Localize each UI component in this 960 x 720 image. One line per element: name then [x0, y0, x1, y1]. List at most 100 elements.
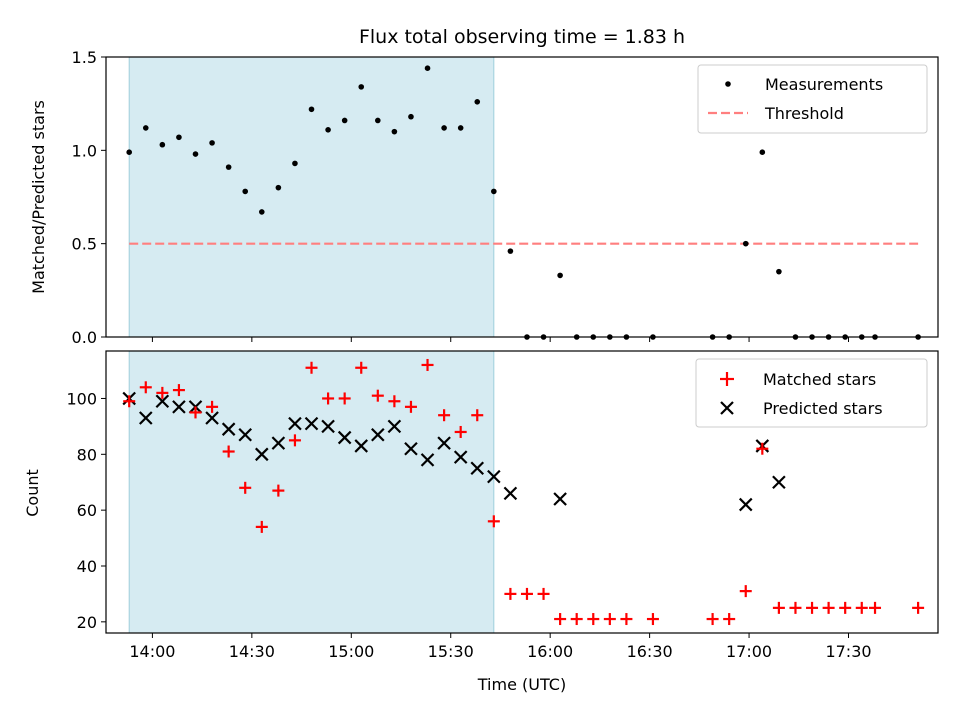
matched-star-point: [288, 434, 301, 447]
bottom-y-axis-label: Count: [23, 469, 42, 517]
measurement-point: [242, 188, 249, 195]
matched-star-point: [355, 361, 368, 374]
matched-star-point: [255, 520, 268, 533]
bottom-legend: Matched stars Predicted stars: [695, 358, 928, 428]
matched-star-point: [822, 601, 835, 614]
bottom-y-ticks: 20 40 60 80 100: [66, 389, 106, 632]
measurement-point: [776, 268, 782, 275]
bottom-axes-frame: [105, 350, 939, 634]
top-x-ticks: [151, 337, 850, 342]
matched-star-point: [789, 601, 802, 614]
matched-star-point: [570, 613, 583, 626]
bottom-y-tick-label: 80: [77, 445, 97, 464]
predicted-star-point: [470, 461, 485, 476]
top-y-tick-label: 1.5: [72, 48, 97, 67]
top-y-tick-label: 0.5: [72, 235, 97, 254]
measurement-point: [358, 84, 365, 90]
predicted-star-point: [271, 436, 286, 450]
matched-star-point: [855, 601, 868, 614]
matched-star-point: [438, 409, 451, 422]
measurement-point: [375, 117, 381, 124]
matched-star-point: [172, 384, 185, 397]
predicted-star-point: [138, 411, 153, 425]
matched-star-point: [806, 601, 819, 614]
predicted-star-stroke: [304, 416, 319, 431]
matched-star-point: [156, 386, 169, 399]
measurement-point: [408, 113, 414, 120]
legend-predicted-label: Predicted stars: [763, 399, 883, 418]
bottom-y-tick-label: 60: [77, 501, 97, 520]
matched-star-point: [772, 601, 785, 614]
measurement-points: [126, 65, 921, 340]
measurement-point: [457, 125, 464, 131]
matched-star-point: [222, 445, 235, 458]
predicted-star-point: [738, 497, 753, 512]
measurement-point: [176, 134, 182, 141]
top-y-ticks: 0.0 0.5 1.0 1.5: [72, 48, 106, 347]
bottom-x-ticks: 14:00 14:30 15:00 15:30 16:00 16:30 17:00 17:30: [129, 633, 872, 661]
matched-star-point: [839, 601, 852, 614]
predicted-star-stroke: [221, 422, 236, 436]
chart-title: Flux total observing time = 1.83 h: [359, 26, 685, 48]
measurement-point: [507, 248, 514, 254]
predicted-star-point: [404, 441, 418, 456]
matched-star-point: [537, 587, 550, 600]
top-shaded-interval: [128, 56, 495, 338]
legend-measurements-label: Measurements: [765, 75, 883, 94]
predicted-star-stroke: [205, 411, 219, 425]
bottom-y-tick-label: 20: [77, 613, 97, 632]
bottom-y-tick-label: 40: [77, 557, 97, 576]
bottom-legend-box: [695, 358, 928, 428]
matched-star-point: [723, 613, 736, 626]
matched-star-point: [206, 400, 219, 413]
predicted-star-stroke: [255, 447, 269, 462]
legend-measurements-marker: [725, 81, 731, 87]
x-tick-label: 17:00: [726, 642, 772, 661]
matched-star-point: [371, 389, 384, 402]
matched-star-point: [603, 613, 616, 626]
measurement-point: [126, 149, 133, 155]
predicted-star-point: [221, 422, 236, 436]
matched-star-point: [554, 613, 567, 626]
predicted-star-point: [553, 492, 567, 506]
matched-star-point: [646, 613, 659, 626]
top-y-tick-label: 1.0: [72, 141, 97, 160]
predicted-star-point: [453, 450, 468, 464]
measurement-point: [491, 188, 497, 195]
predicted-star-point: [371, 427, 385, 442]
matched-star-point: [587, 613, 600, 626]
predicted-star-stroke: [738, 497, 753, 512]
top-panel: 0.0 0.5 1.0 1.5 Matched/Predicted stars Mea…: [29, 48, 939, 347]
top-y-axis-label: Matched/Predicted stars: [29, 100, 48, 294]
x-tick-label: 15:30: [428, 642, 474, 661]
matched-points: [123, 358, 925, 626]
predicted-star-stroke: [404, 441, 418, 456]
predicted-star-point: [172, 400, 186, 414]
matched-star-point: [620, 613, 633, 626]
predicted-star-stroke: [772, 475, 786, 490]
measurement-point: [308, 106, 315, 113]
measurement-point: [424, 65, 431, 71]
predicted-star-point: [437, 436, 451, 450]
measurement-point: [341, 117, 348, 124]
predicted-star-point: [155, 394, 170, 409]
top-legend: Measurements Threshold: [697, 64, 928, 134]
measurement-point: [557, 272, 563, 279]
predicted-star-stroke: [503, 486, 518, 501]
matched-star-point: [404, 400, 417, 413]
predicted-star-stroke: [354, 439, 369, 453]
predicted-star-point: [337, 430, 352, 445]
matched-star-point: [421, 358, 434, 371]
predicted-star-stroke: [371, 427, 385, 442]
bottom-panel: 20 40 60 80 100 14:00 14:30 15:00 15:30 16:00 16:…: [23, 350, 939, 694]
predicted-star-point: [255, 447, 269, 462]
predicted-star-stroke: [288, 416, 302, 431]
predicted-star-stroke: [487, 469, 501, 484]
predicted-star-point: [205, 411, 219, 425]
bottom-shaded-interval: [128, 350, 495, 634]
matched-star-point: [123, 395, 136, 408]
predicted-star-point: [487, 469, 501, 484]
measurement-point: [225, 164, 232, 170]
matched-star-point: [139, 381, 152, 394]
predicted-star-stroke: [453, 450, 468, 464]
